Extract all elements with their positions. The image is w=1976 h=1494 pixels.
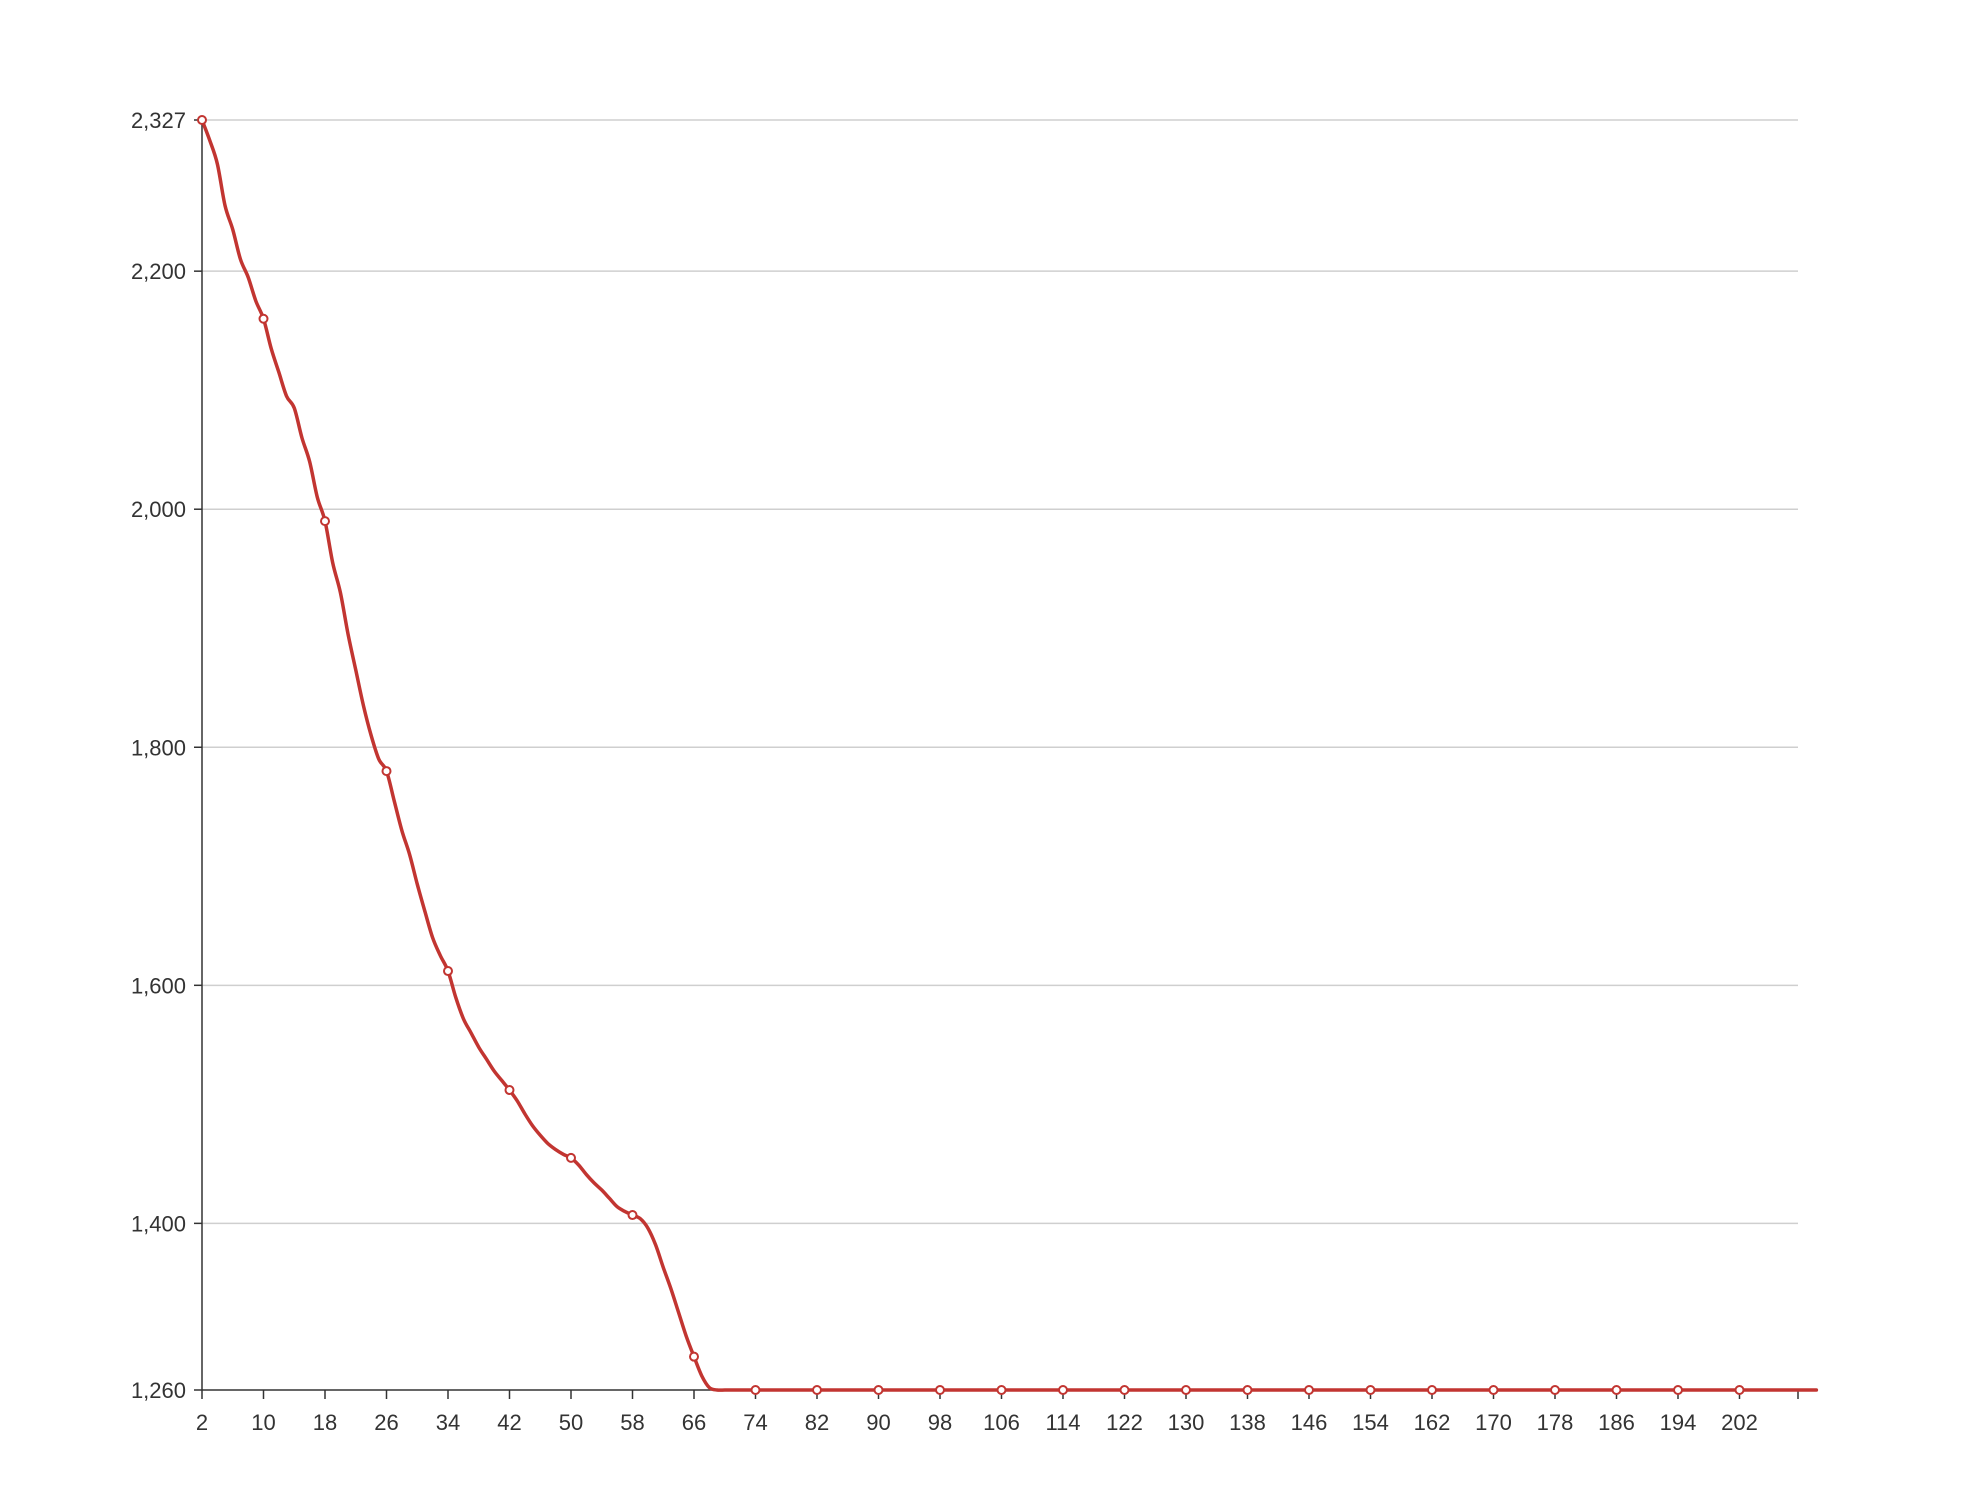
y-tick-label: 2,327 xyxy=(131,108,186,133)
data-point xyxy=(1365,1385,1376,1395)
x-tick-label: 106 xyxy=(983,1410,1020,1435)
data-point xyxy=(566,1152,576,1163)
data-point xyxy=(1242,1385,1253,1395)
tick-labels: 1,260 1,400 1,600 1,800 2,000 2,200 2,327 2 10 18… xyxy=(131,108,1758,1435)
data-point xyxy=(1304,1385,1314,1395)
x-tick-label: 202 xyxy=(1721,1410,1758,1435)
data-point xyxy=(258,313,269,324)
data-point xyxy=(996,1385,1007,1395)
x-tick-label: 10 xyxy=(251,1410,275,1435)
data-point xyxy=(873,1385,884,1395)
y-tick-label: 1,260 xyxy=(131,1378,186,1403)
data-points xyxy=(197,115,1745,1395)
x-tick-label: 146 xyxy=(1291,1410,1328,1435)
data-point xyxy=(1119,1385,1130,1395)
x-tick-label: 82 xyxy=(805,1410,829,1435)
x-tick-label: 154 xyxy=(1352,1410,1389,1435)
x-tick-label: 66 xyxy=(682,1410,706,1435)
x-tick-label: 42 xyxy=(497,1410,521,1435)
data-point xyxy=(504,1085,515,1096)
x-tick-label: 130 xyxy=(1168,1410,1205,1435)
data-point xyxy=(443,966,453,977)
data-point xyxy=(1058,1385,1068,1395)
x-tick-label: 74 xyxy=(743,1410,767,1435)
x-tick-label: 58 xyxy=(620,1410,644,1435)
x-tick-label: 162 xyxy=(1414,1410,1451,1435)
y-tick-label: 1,600 xyxy=(131,973,186,998)
data-point xyxy=(1181,1385,1191,1395)
data-point xyxy=(689,1351,699,1362)
x-tick-label: 50 xyxy=(559,1410,583,1435)
x-tick-label: 26 xyxy=(374,1410,398,1435)
data-point xyxy=(1427,1385,1437,1395)
data-point xyxy=(812,1385,822,1395)
x-tick-label: 34 xyxy=(436,1410,460,1435)
data-point xyxy=(197,115,207,125)
y-tick-label: 2,000 xyxy=(131,497,186,522)
y-tick-label: 1,800 xyxy=(131,735,186,760)
x-tick-label: 170 xyxy=(1475,1410,1512,1435)
x-tick-label: 194 xyxy=(1660,1410,1697,1435)
x-tick-label: 138 xyxy=(1229,1410,1266,1435)
data-point xyxy=(1734,1385,1745,1395)
data-point xyxy=(935,1385,945,1395)
x-tick-label: 178 xyxy=(1537,1410,1574,1435)
data-point xyxy=(627,1210,638,1221)
series xyxy=(200,118,1819,1392)
x-tick-label: 122 xyxy=(1106,1410,1143,1435)
x-tick-label: 114 xyxy=(1045,1410,1080,1435)
series-line xyxy=(200,118,1819,1392)
x-tick-label: 186 xyxy=(1598,1410,1635,1435)
x-tick-label: 98 xyxy=(928,1410,952,1435)
data-point xyxy=(1673,1385,1683,1395)
x-tick-label: 90 xyxy=(866,1410,890,1435)
data-point xyxy=(1488,1385,1499,1395)
axes xyxy=(201,120,1798,1391)
y-tick-label: 1,400 xyxy=(131,1211,186,1236)
x-tick-label: 2 xyxy=(196,1410,208,1435)
x-tick-label: 18 xyxy=(313,1410,337,1435)
data-point xyxy=(750,1385,761,1395)
tick-marks xyxy=(194,119,1799,1399)
data-point xyxy=(320,516,330,527)
data-point xyxy=(1550,1385,1560,1395)
y-tick-label: 2,200 xyxy=(131,259,186,284)
grid-lines xyxy=(202,119,1798,1225)
data-point xyxy=(381,766,392,777)
data-point xyxy=(1611,1385,1622,1395)
